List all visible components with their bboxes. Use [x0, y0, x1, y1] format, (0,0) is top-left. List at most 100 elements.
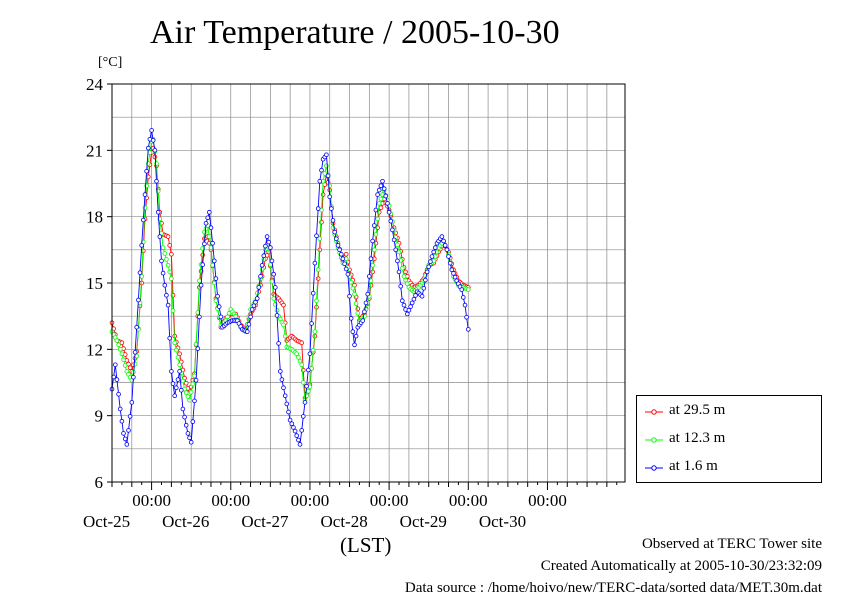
data-point	[310, 347, 316, 353]
data-point	[175, 355, 181, 360]
data-point	[129, 400, 135, 405]
data-point	[366, 274, 372, 279]
data-point	[139, 243, 145, 248]
data-point	[444, 247, 450, 253]
data-point	[142, 192, 148, 197]
data-point	[319, 167, 324, 173]
data-point	[179, 387, 184, 393]
data-point	[124, 442, 130, 447]
data-point	[177, 362, 182, 368]
data-point	[312, 260, 318, 266]
data-point	[169, 252, 174, 257]
data-point	[292, 428, 298, 434]
data-point	[271, 271, 277, 277]
data-point	[119, 340, 125, 346]
data-point	[136, 297, 141, 303]
data-point	[287, 417, 293, 423]
data-point	[335, 243, 341, 248]
data-point	[165, 262, 171, 268]
data-point	[126, 428, 131, 433]
data-point	[360, 318, 366, 323]
data-point	[251, 303, 257, 309]
y-tick-label: 9	[95, 407, 104, 426]
data-point	[233, 313, 239, 319]
data-point	[368, 256, 374, 262]
data-point	[155, 209, 161, 215]
data-point	[376, 201, 382, 206]
data-point	[180, 378, 186, 384]
data-point	[149, 128, 154, 133]
x-tick-date-label: Oct-26	[162, 512, 209, 531]
data-point	[324, 152, 329, 158]
data-point	[317, 236, 323, 242]
y-tick-label: 15	[86, 274, 103, 293]
legend-label-12-3m: at 12.3 m	[669, 430, 726, 446]
data-point	[174, 347, 179, 353]
data-point	[337, 247, 342, 253]
data-point	[348, 279, 354, 285]
data-point	[160, 270, 166, 276]
data-point	[210, 262, 215, 268]
data-point	[281, 385, 286, 391]
data-point	[146, 145, 151, 151]
data-point	[375, 192, 380, 197]
data-point	[208, 245, 214, 250]
data-point	[370, 269, 375, 275]
data-point	[164, 292, 169, 298]
data-point	[154, 179, 159, 184]
data-point	[338, 252, 344, 257]
data-point	[218, 314, 224, 320]
data-point	[159, 258, 164, 264]
data-point	[122, 363, 128, 368]
data-point	[165, 234, 171, 239]
data-point	[192, 398, 197, 404]
data-point	[348, 316, 354, 321]
data-point	[396, 269, 402, 275]
data-point	[208, 225, 214, 231]
data-point	[381, 186, 387, 192]
x-tick-time-label: 00:00	[132, 491, 171, 510]
footer-created-at: Created Automatically at 2005-10-30/23:3…	[540, 558, 822, 574]
data-point	[200, 262, 206, 267]
data-point	[378, 205, 384, 211]
data-point	[302, 400, 308, 405]
x-tick-time-label: 00:00	[211, 491, 250, 510]
data-point	[248, 314, 253, 320]
data-point	[195, 346, 201, 351]
data-point	[162, 282, 168, 288]
data-point	[183, 422, 189, 428]
data-point	[451, 271, 456, 276]
data-point	[393, 247, 399, 253]
x-tick-date-label: Oct-27	[241, 512, 289, 531]
data-point	[286, 409, 291, 415]
data-point	[362, 309, 367, 315]
data-point	[256, 285, 262, 290]
data-point	[325, 173, 331, 179]
data-point	[385, 201, 390, 206]
legend-label-29-5m: at 29.5 m	[669, 402, 726, 418]
data-point	[353, 301, 359, 306]
data-point	[225, 314, 230, 320]
data-point	[299, 340, 305, 346]
data-point	[403, 277, 408, 283]
data-point	[198, 282, 204, 288]
data-point	[245, 329, 250, 334]
data-point	[127, 414, 133, 419]
data-point	[253, 299, 258, 305]
data-point	[329, 206, 334, 211]
data-point	[296, 355, 301, 360]
data-point	[157, 234, 163, 239]
data-point	[370, 238, 375, 244]
data-point	[373, 232, 379, 237]
data-point	[413, 293, 418, 298]
data-point	[462, 302, 468, 308]
data-point	[378, 183, 384, 189]
data-point	[141, 217, 146, 223]
data-point	[391, 237, 397, 243]
data-point	[114, 338, 120, 343]
data-point	[144, 169, 149, 174]
data-point	[282, 333, 288, 339]
data-point	[160, 245, 166, 250]
y-tick-label: 24	[86, 75, 104, 94]
data-point	[269, 279, 275, 284]
